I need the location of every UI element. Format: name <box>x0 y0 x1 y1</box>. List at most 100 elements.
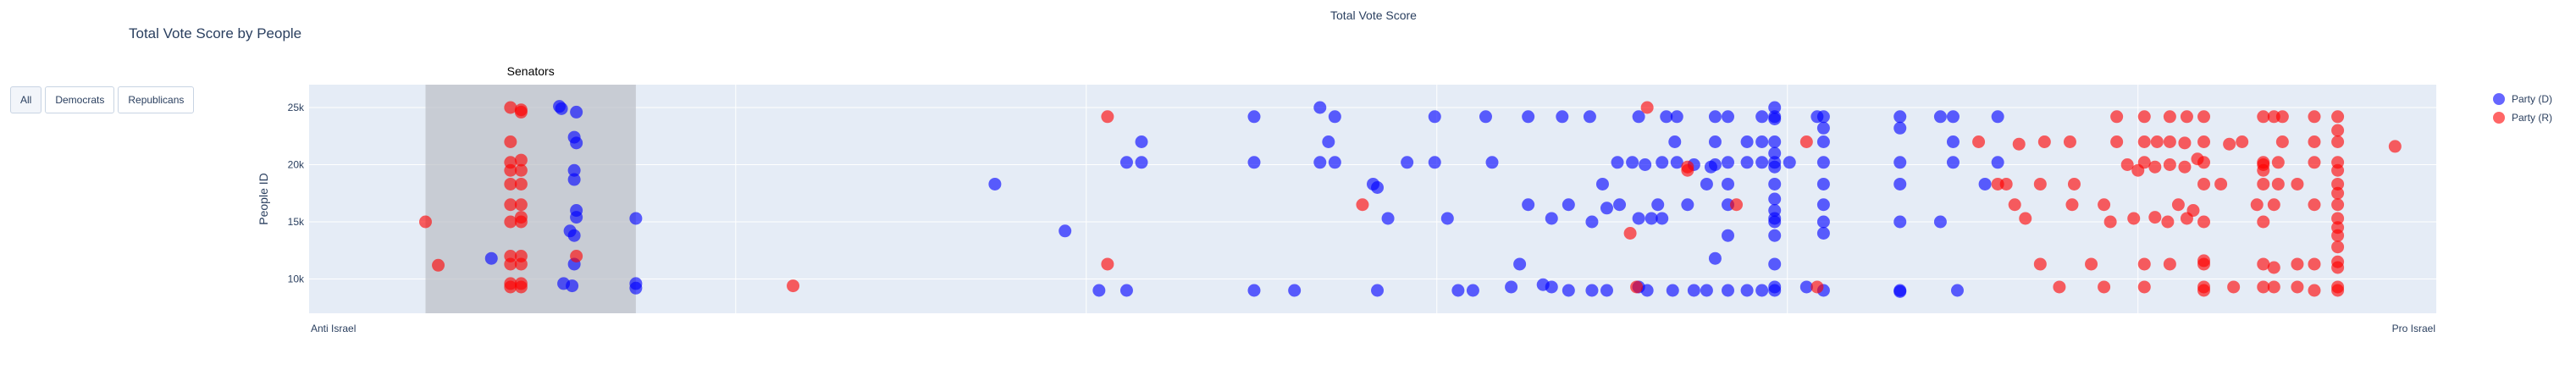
democrat-point[interactable] <box>1755 156 1769 169</box>
democrat-point[interactable] <box>1740 156 1754 169</box>
democrat-point[interactable] <box>1722 156 1735 169</box>
republican-point[interactable] <box>504 177 517 190</box>
democrat-point[interactable] <box>1740 135 1754 148</box>
democrat-point[interactable] <box>1371 284 1385 297</box>
republican-point[interactable] <box>2271 156 2285 169</box>
democrat-point[interactable] <box>1328 156 1341 169</box>
democrat-point[interactable] <box>1466 284 1479 297</box>
democrat-point[interactable] <box>1600 202 1613 215</box>
democrat-point[interactable] <box>1660 110 1673 124</box>
republican-point[interactable] <box>2137 257 2151 271</box>
democrat-point[interactable] <box>1313 156 1327 169</box>
democrat-point[interactable] <box>1755 284 1769 297</box>
republican-point[interactable] <box>2236 135 2249 148</box>
republican-point[interactable] <box>2163 110 2176 124</box>
republican-point[interactable] <box>1630 280 1644 294</box>
republican-point[interactable] <box>2161 215 2175 229</box>
republican-point[interactable] <box>2388 140 2402 153</box>
democrat-point[interactable] <box>1816 121 1830 135</box>
democrat-point[interactable] <box>1247 284 1261 297</box>
republican-point[interactable] <box>2291 177 2304 190</box>
democrat-point[interactable] <box>1322 135 1335 148</box>
republican-point[interactable] <box>2053 280 2066 294</box>
democrat-point[interactable] <box>1545 280 1558 294</box>
republican-point[interactable] <box>2257 257 2270 271</box>
republican-point[interactable] <box>570 250 583 262</box>
republican-point[interactable] <box>2257 215 2270 229</box>
republican-point[interactable] <box>514 211 528 224</box>
filter-all-button[interactable]: All <box>10 86 42 113</box>
republican-point[interactable] <box>1999 177 2013 190</box>
republican-point[interactable] <box>2197 135 2211 148</box>
republican-point[interactable] <box>2019 212 2032 225</box>
democrat-point[interactable] <box>1687 284 1700 297</box>
republican-point[interactable] <box>2223 137 2236 151</box>
democrat-point[interactable] <box>1816 110 1830 124</box>
democrat-point[interactable] <box>1666 284 1679 297</box>
democrat-point[interactable] <box>1933 215 1947 229</box>
democrat-point[interactable] <box>570 105 583 119</box>
democrat-point[interactable] <box>1428 156 1441 169</box>
democrat-point[interactable] <box>1946 156 1960 169</box>
republican-point[interactable] <box>2331 261 2345 274</box>
democrat-point[interactable] <box>1816 215 1830 229</box>
democrat-point[interactable] <box>1893 156 1907 169</box>
democrat-point[interactable] <box>1639 158 1652 171</box>
republican-point[interactable] <box>2214 177 2228 190</box>
democrat-point[interactable] <box>567 173 581 186</box>
republican-point[interactable] <box>2331 186 2345 200</box>
republican-point[interactable] <box>2008 198 2021 212</box>
democrat-point[interactable] <box>1632 110 1645 124</box>
republican-point[interactable] <box>1101 257 1114 271</box>
republican-point[interactable] <box>2120 158 2134 171</box>
democrat-point[interactable] <box>1991 156 2004 169</box>
democrat-point[interactable] <box>570 136 583 150</box>
democrat-point[interactable] <box>1783 156 1796 169</box>
republican-point[interactable] <box>2098 198 2111 212</box>
republican-point[interactable] <box>2331 198 2345 212</box>
democrat-point[interactable] <box>1978 177 1992 190</box>
democrat-point[interactable] <box>1722 229 1735 242</box>
republican-point[interactable] <box>787 279 800 293</box>
republican-point[interactable] <box>2308 257 2321 271</box>
republican-point[interactable] <box>2163 158 2176 171</box>
republican-point[interactable] <box>2331 240 2345 254</box>
democrat-point[interactable] <box>1722 110 1735 124</box>
democrat-point[interactable] <box>1740 284 1754 297</box>
democrat-point[interactable] <box>1668 135 1682 148</box>
republican-point[interactable] <box>514 163 528 177</box>
democrat-point[interactable] <box>1768 257 1782 271</box>
democrat-point[interactable] <box>1640 284 1654 297</box>
legend-item-republicans[interactable]: Party (R) <box>2493 108 2552 127</box>
democrat-point[interactable] <box>1768 146 1782 160</box>
republican-point[interactable] <box>2197 284 2211 297</box>
democrat-point[interactable] <box>1522 198 1535 212</box>
democrat-point[interactable] <box>1585 215 1599 229</box>
democrat-point[interactable] <box>1595 177 1609 190</box>
republican-point[interactable] <box>2148 211 2162 224</box>
republican-point[interactable] <box>2178 136 2192 150</box>
republican-point[interactable] <box>2257 177 2270 190</box>
republican-point[interactable] <box>2012 137 2026 151</box>
democrat-point[interactable] <box>1946 110 1960 124</box>
democrat-point[interactable] <box>1247 156 1261 169</box>
republican-point[interactable] <box>2271 177 2285 190</box>
democrat-point[interactable] <box>1768 160 1782 174</box>
republican-point[interactable] <box>2275 110 2289 124</box>
republican-point[interactable] <box>504 257 517 271</box>
republican-point[interactable] <box>2033 177 2047 190</box>
democrat-point[interactable] <box>1755 110 1769 124</box>
republican-point[interactable] <box>1640 101 1654 114</box>
democrat-point[interactable] <box>1451 284 1465 297</box>
democrat-point[interactable] <box>1946 135 1960 148</box>
democrat-point[interactable] <box>1950 284 1964 297</box>
democrat-point[interactable] <box>567 163 581 177</box>
democrat-point[interactable] <box>629 212 643 225</box>
republican-point[interactable] <box>514 177 528 190</box>
republican-point[interactable] <box>1101 110 1114 124</box>
democrat-point[interactable] <box>1893 110 1907 124</box>
republican-point[interactable] <box>2065 198 2079 212</box>
republican-point[interactable] <box>2267 198 2280 212</box>
democrat-point[interactable] <box>1722 284 1735 297</box>
republican-point[interactable] <box>2148 160 2162 174</box>
